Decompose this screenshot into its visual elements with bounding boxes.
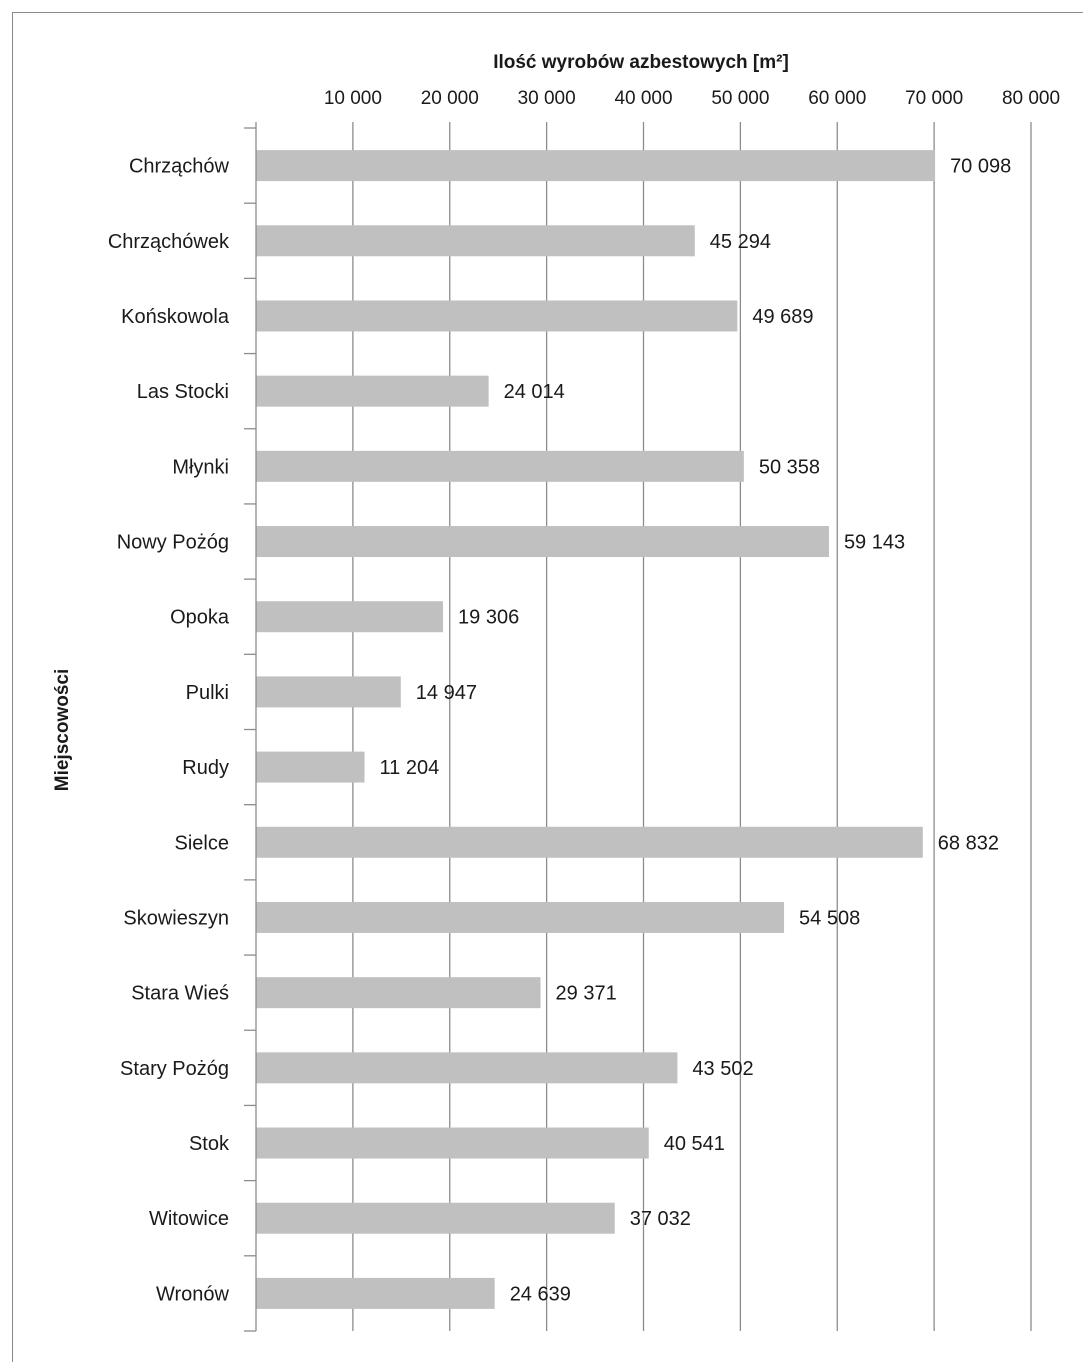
data-label: 37 032 <box>630 1208 691 1230</box>
x-tick-label: 80 000 <box>1002 88 1060 109</box>
bar <box>256 826 923 858</box>
bar <box>256 1202 615 1234</box>
data-label: 59 143 <box>844 532 905 554</box>
category-label: Końskowola <box>121 306 230 328</box>
data-labels: 70 098 45 294 49 689 24 014 50 358 59 143 19 3… <box>380 156 1012 1306</box>
data-label: 54 508 <box>799 907 860 929</box>
category-label: Młynki <box>172 456 229 478</box>
bar <box>256 225 695 257</box>
category-label: Chrząchówek <box>108 231 230 253</box>
category-label: Stara Wieś <box>131 983 229 1005</box>
category-label: Nowy Pożóg <box>117 532 229 554</box>
bar <box>256 977 541 1009</box>
x-axis-title: Ilość wyrobów azbestowych [m²] <box>493 52 789 73</box>
category-label: Skowieszyn <box>123 907 229 929</box>
category-axis <box>244 122 257 1332</box>
x-tick-label: 50 000 <box>711 88 769 109</box>
bar <box>256 751 365 783</box>
bar <box>256 450 744 482</box>
y-axis-title: Miejscowości <box>52 669 73 792</box>
data-label: 11 204 <box>380 757 440 779</box>
data-label: 24 014 <box>504 381 565 403</box>
data-label: 49 689 <box>752 306 813 328</box>
bar <box>256 300 738 332</box>
bar <box>256 676 401 708</box>
data-label: 70 098 <box>950 156 1011 178</box>
data-label: 50 358 <box>759 456 820 478</box>
category-label: Las Stocki <box>137 381 229 403</box>
data-label: 45 294 <box>710 231 771 253</box>
data-label: 29 371 <box>556 983 617 1005</box>
data-label: 40 541 <box>664 1133 725 1155</box>
x-tick-label: 40 000 <box>614 88 672 109</box>
data-label: 68 832 <box>938 832 999 854</box>
x-tick-label: 30 000 <box>518 88 576 109</box>
bar <box>256 150 936 182</box>
bar <box>256 526 829 558</box>
data-label: 14 947 <box>416 682 477 704</box>
bar <box>256 375 489 407</box>
category-label: Opoka <box>170 607 230 629</box>
category-label: Wronów <box>156 1283 230 1305</box>
category-label: Rudy <box>182 757 229 779</box>
category-label: Stok <box>189 1133 230 1155</box>
data-label: 19 306 <box>458 607 519 629</box>
bar <box>256 1052 678 1084</box>
category-label: Pulki <box>186 682 229 704</box>
category-label: Chrząchów <box>129 156 230 178</box>
x-tick-label: 60 000 <box>808 88 866 109</box>
data-label: 24 639 <box>510 1283 571 1305</box>
x-tick-label: 20 000 <box>421 88 479 109</box>
x-tick-labels: 10 000 20 000 30 000 40 000 50 000 60 000 70 0… <box>324 88 1060 109</box>
bar <box>256 1127 649 1159</box>
category-labels: Chrząchów Chrząchówek Końskowola Las Stocki… <box>108 156 230 1306</box>
category-label: Stary Pożóg <box>120 1058 229 1080</box>
data-label: 43 502 <box>692 1058 753 1080</box>
category-label: Sielce <box>175 832 229 854</box>
x-tick-label: 10 000 <box>324 88 382 109</box>
category-label: Witowice <box>149 1208 229 1230</box>
bars <box>256 150 936 1309</box>
bar <box>256 1277 495 1309</box>
bar <box>256 601 444 633</box>
bar <box>256 901 785 933</box>
x-tick-label: 70 000 <box>905 88 963 109</box>
